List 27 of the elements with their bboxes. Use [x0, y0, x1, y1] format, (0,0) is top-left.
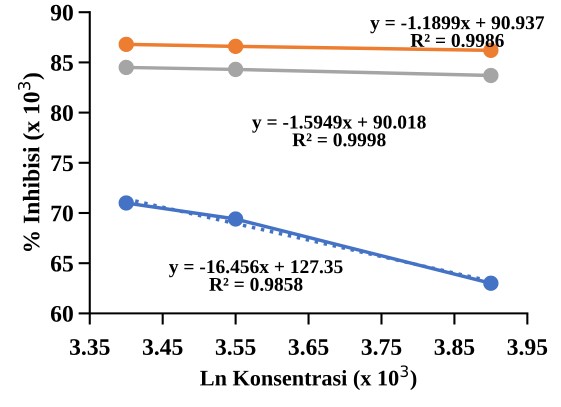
y-tick-label: 80 — [50, 105, 73, 122]
annotation: y = -16.456x + 127.35 R² = 0.9858 — [169, 260, 343, 292]
y-tick-label: 90 — [50, 4, 73, 21]
point — [118, 36, 134, 52]
y-tick-label: 75 — [52, 156, 73, 172]
point — [228, 38, 244, 54]
y-tick-label: 65 — [50, 256, 73, 272]
point — [483, 276, 499, 291]
point — [118, 195, 134, 211]
y-tick-label: 85 — [50, 54, 73, 71]
x-axis-title: Ln Konsentrasi (x 10$^{3}$) — [200, 365, 416, 390]
point — [483, 68, 499, 84]
x-tick-label: 3.85 — [434, 339, 474, 356]
x-tick-label: 3.45 — [142, 339, 182, 356]
point — [228, 211, 244, 227]
x-tick-label: 3.35 — [70, 339, 110, 356]
annotation: y = -1.1899x + 90.937 R² = 0.9986 — [370, 16, 544, 48]
x-tick-label: 3.95 — [508, 339, 548, 356]
x-tick-label: 3.75 — [362, 339, 402, 356]
y-tick-label: 60 — [50, 306, 73, 322]
x-tick-label: 3.65 — [288, 339, 328, 356]
annotation: y = -1.5949x + 90.018 R² = 0.9998 — [252, 116, 426, 146]
point — [228, 62, 244, 78]
y-tick-label: 70 — [52, 205, 73, 222]
x-tick-label: 3.55 — [216, 339, 256, 356]
point — [118, 60, 134, 76]
y-axis-title: % Inhibisi (x 10$^{3}$) — [18, 73, 44, 252]
